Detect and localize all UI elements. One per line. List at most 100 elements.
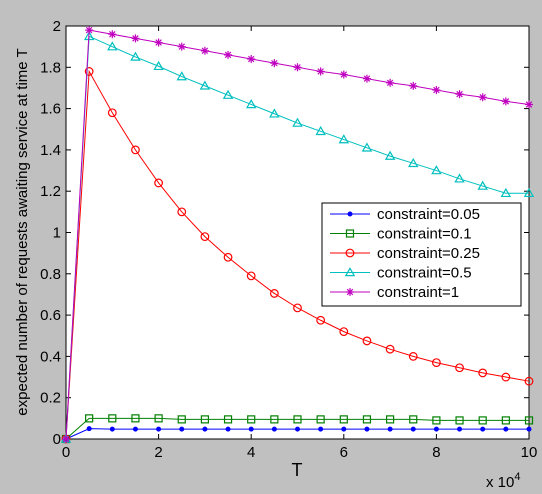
series-2: [61, 414, 534, 444]
star-stroke: [386, 79, 394, 87]
star-marker: [455, 90, 464, 99]
legend-item: constraint=0.5: [330, 265, 472, 282]
triangle-marker: [292, 117, 303, 127]
dot-marker: [364, 426, 370, 432]
y-tick-label: 1.4: [40, 142, 61, 159]
star-marker: [177, 42, 186, 51]
triangle-marker: [500, 187, 512, 198]
star-marker: [386, 78, 395, 87]
star-stroke: [502, 98, 510, 105]
x-tick-label: 10: [521, 444, 538, 461]
star-stroke: [346, 288, 354, 296]
dot-marker: [86, 426, 92, 432]
triangle-marker: [245, 99, 257, 109]
dot-marker: [202, 426, 208, 432]
dot-marker: [132, 426, 138, 432]
dot-marker: [347, 211, 353, 217]
dot-marker: [156, 426, 162, 432]
x-tick-label: 4: [247, 444, 255, 461]
star-stroke: [224, 51, 232, 59]
star-marker: [346, 288, 354, 296]
square-marker: [316, 415, 325, 424]
legend: constraint=0.05 constraint=0.1 constraint=…: [321, 202, 522, 307]
circle-marker: [339, 327, 349, 337]
triangle-marker: [477, 180, 488, 190]
star-marker: [525, 100, 533, 109]
series-line: [65, 69, 530, 440]
circle-marker: [131, 145, 140, 155]
dot-marker: [410, 426, 416, 432]
circle-marker: [501, 372, 511, 382]
circle-marker: [269, 289, 279, 298]
triangle-marker: [431, 165, 442, 175]
circle-marker: [246, 271, 256, 281]
star-marker: [478, 93, 487, 102]
legend-label: constraint=0.1: [377, 226, 472, 243]
legend-label: constraint=0.05: [377, 206, 480, 223]
legend-item: constraint=0.05: [330, 206, 480, 223]
star-stroke: [155, 39, 162, 46]
square-marker: [85, 414, 94, 423]
triangle-marker: [344, 267, 356, 277]
x-axis-multiplier: x 104: [486, 471, 520, 491]
star-stroke: [294, 64, 301, 71]
circle-marker: [478, 368, 488, 378]
dot-marker: [295, 426, 300, 432]
square-marker: [432, 416, 441, 425]
circle-marker: [154, 178, 164, 188]
square-marker: [386, 415, 395, 424]
dot-marker: [457, 426, 463, 432]
legend-item: constraint=0.1: [330, 226, 472, 243]
square-marker: [247, 415, 256, 424]
star-marker: [247, 55, 256, 64]
star-marker: [432, 86, 441, 95]
star-marker: [501, 97, 510, 106]
square-marker: [339, 415, 348, 424]
square-marker: [524, 416, 534, 425]
series-line: [65, 35, 529, 440]
y-tick-label: 1.8: [40, 59, 61, 76]
star-stroke: [433, 86, 440, 94]
legend-label: constraint=0.5: [377, 265, 472, 282]
dot-marker: [179, 426, 185, 432]
y-tick-label: 0.4: [40, 348, 61, 365]
star-marker: [200, 46, 209, 55]
dot-marker: [387, 426, 393, 432]
y-tick-label: 0: [53, 431, 61, 448]
legend-box: [321, 202, 522, 307]
star-stroke: [85, 26, 93, 34]
star-marker: [293, 63, 302, 72]
triangle-marker: [269, 108, 280, 118]
circle-marker: [107, 108, 117, 118]
dot-marker: [318, 426, 324, 432]
star-marker: [409, 81, 418, 90]
x-multiplier-base: x 10: [486, 474, 514, 491]
star-marker: [108, 30, 117, 39]
star-stroke: [247, 55, 255, 63]
legend-label: constraint=0.25: [377, 245, 480, 262]
star-marker: [270, 59, 279, 68]
y-tick-label: 0.8: [40, 266, 61, 283]
y-tick-label: 0.6: [40, 307, 61, 324]
square-marker: [131, 414, 140, 423]
star-stroke: [410, 82, 417, 90]
circle-marker: [524, 376, 534, 386]
star-stroke: [525, 101, 533, 108]
dot-marker: [526, 426, 532, 432]
triangle-marker: [222, 89, 234, 99]
dot-marker: [248, 426, 254, 432]
star-stroke: [456, 90, 463, 98]
legend-label: constraint=1: [377, 284, 459, 301]
circle-marker: [316, 315, 326, 325]
square-marker: [362, 415, 372, 424]
star-marker: [362, 74, 371, 83]
series-layer: [60, 26, 535, 444]
square-marker: [409, 415, 418, 424]
star-marker: [224, 50, 233, 59]
dot-marker: [503, 426, 509, 432]
dot-marker: [433, 426, 439, 432]
circle-marker: [362, 336, 372, 346]
x-axis-label: T: [292, 460, 303, 480]
triangle-marker: [523, 187, 535, 198]
square-marker: [478, 416, 487, 425]
